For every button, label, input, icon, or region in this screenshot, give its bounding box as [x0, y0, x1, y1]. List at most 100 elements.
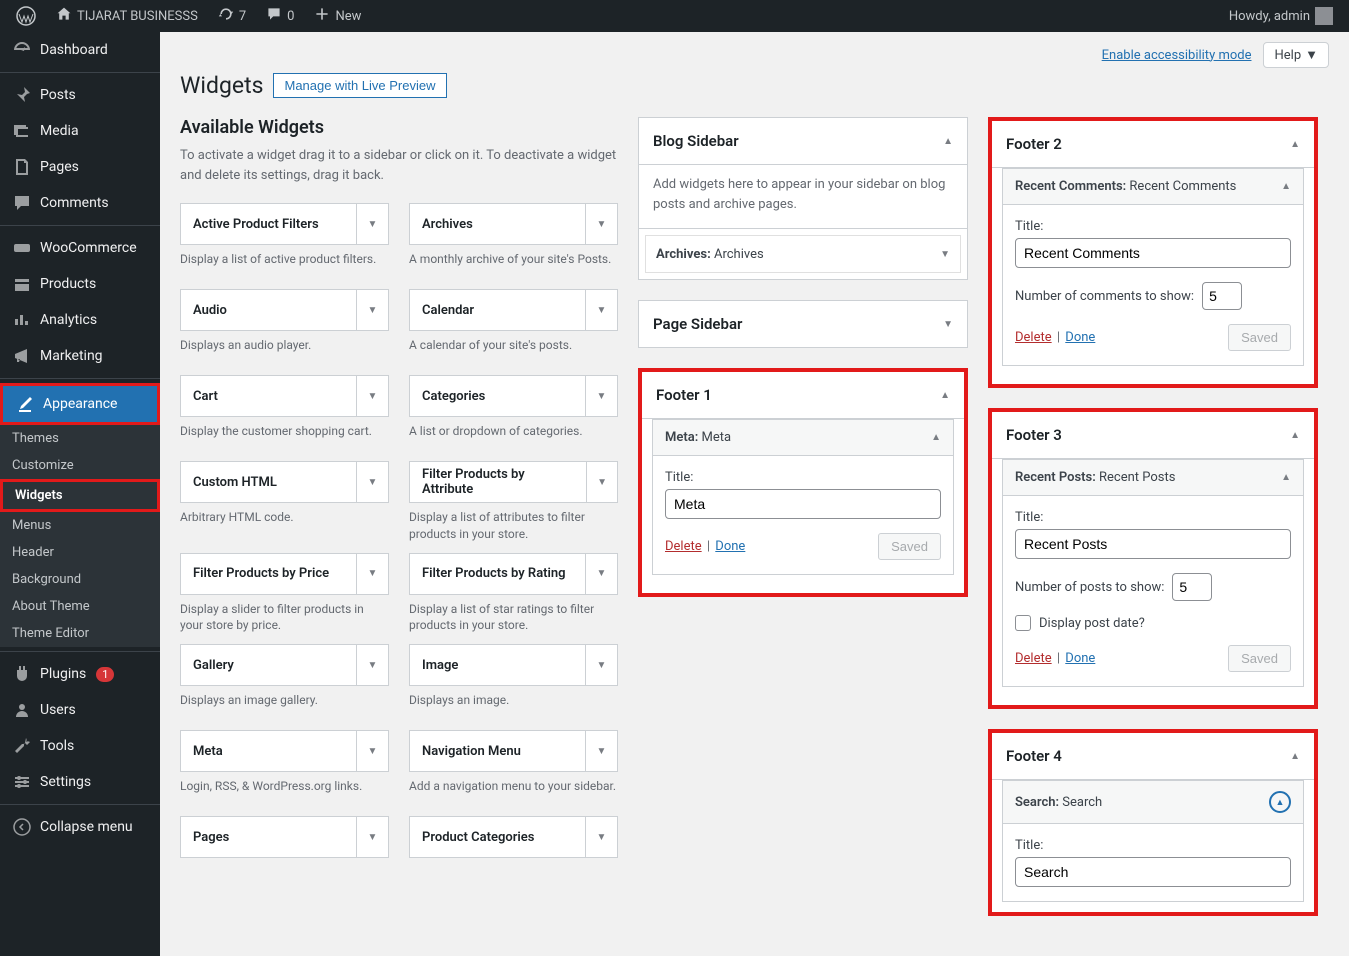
title-input[interactable] — [1015, 857, 1291, 887]
delete-link[interactable]: Delete — [665, 539, 702, 554]
area-header-footer-2[interactable]: Footer 2 ▲ — [992, 121, 1314, 168]
widget-handle[interactable]: Pages▼ — [180, 816, 389, 858]
menu-tools[interactable]: Tools — [0, 728, 160, 764]
widget-handle[interactable]: Filter Products by Attribute▼ — [409, 461, 618, 503]
widget-handle[interactable]: Meta▼ — [180, 730, 389, 772]
menu-products[interactable]: Products — [0, 266, 160, 302]
submenu-about-theme[interactable]: About Theme — [0, 593, 160, 620]
area-header-blog-sidebar[interactable]: Blog Sidebar ▲ — [639, 118, 967, 165]
delete-link[interactable]: Delete — [1015, 651, 1052, 666]
count-input[interactable] — [1202, 282, 1242, 310]
available-widget: Product Categories▼ — [409, 816, 618, 892]
widget-handle[interactable]: Custom HTML▼ — [180, 461, 389, 503]
site-link[interactable]: TIJARAT BUSINESSS — [48, 0, 206, 32]
area-header-footer-4[interactable]: Footer 4 ▲ — [992, 733, 1314, 780]
circle-toggle-icon[interactable]: ▲ — [1269, 791, 1291, 813]
saved-button: Saved — [878, 533, 941, 560]
delete-link[interactable]: Delete — [1015, 330, 1052, 345]
comments-link[interactable]: 0 — [258, 0, 302, 32]
area-header-footer-1[interactable]: Footer 1 ▲ — [642, 372, 964, 419]
area-header-page-sidebar[interactable]: Page Sidebar ▼ — [639, 301, 967, 347]
widget-handle[interactable]: Filter Products by Rating▼ — [409, 553, 618, 595]
widget-handle[interactable]: Cart▼ — [180, 375, 389, 417]
widget-name: Active Product Filters — [181, 217, 331, 232]
menu-analytics[interactable]: Analytics — [0, 302, 160, 338]
menu-posts[interactable]: Posts — [0, 77, 160, 113]
howdy-link[interactable]: Howdy, admin — [1221, 0, 1341, 32]
chevron-up-icon: ▲ — [1290, 751, 1300, 762]
settings-icon — [12, 772, 32, 792]
submenu-widgets[interactable]: Widgets — [3, 482, 157, 509]
menu-plugins[interactable]: Plugins1 — [0, 656, 160, 692]
title-input[interactable] — [665, 489, 941, 519]
chevron-up-icon: ▲ — [943, 136, 953, 147]
title-input[interactable] — [1015, 529, 1291, 559]
widget-handle[interactable]: Calendar▼ — [409, 289, 618, 331]
new-link[interactable]: New — [306, 0, 369, 32]
placed-widget-meta-header[interactable]: Meta: Meta ▲ — [653, 420, 953, 456]
menu-users[interactable]: Users — [0, 692, 160, 728]
count-input[interactable] — [1172, 573, 1212, 601]
widget-handle[interactable]: Navigation Menu▼ — [409, 730, 618, 772]
submenu-themes[interactable]: Themes — [0, 425, 160, 452]
site-name: TIJARAT BUSINESSS — [77, 9, 198, 24]
submenu-theme-editor[interactable]: Theme Editor — [0, 620, 160, 647]
menu-settings[interactable]: Settings — [0, 764, 160, 800]
content: Enable accessibility mode Help▼ Widgets … — [160, 32, 1349, 956]
appearance-icon — [15, 394, 35, 414]
widget-handle[interactable]: Categories▼ — [409, 375, 618, 417]
widget-handle[interactable]: Filter Products by Price▼ — [180, 553, 389, 595]
done-link[interactable]: Done — [715, 539, 745, 554]
adminbar: TIJARAT BUSINESSS 7 0 New Howdy, admin — [0, 0, 1349, 32]
widget-handle[interactable]: Image▼ — [409, 644, 618, 686]
menu-dashboard[interactable]: Dashboard — [0, 32, 160, 68]
menu-pages[interactable]: Pages — [0, 149, 160, 185]
placed-widget-archives[interactable]: Archives: Archives▼ — [645, 235, 961, 273]
placed-widget-recent-comments-header[interactable]: Recent Comments: Recent Comments ▲ — [1003, 169, 1303, 205]
menu-media[interactable]: Media — [0, 113, 160, 149]
live-preview-button[interactable]: Manage with Live Preview — [273, 73, 446, 98]
products-icon — [12, 274, 32, 294]
chevron-down-icon: ▼ — [1305, 47, 1318, 63]
display-date-checkbox[interactable] — [1015, 615, 1031, 631]
chevron-up-icon: ▲ — [1290, 430, 1300, 441]
done-link[interactable]: Done — [1065, 651, 1095, 666]
chevron-down-icon: ▼ — [586, 462, 617, 502]
help-tab[interactable]: Help▼ — [1263, 42, 1329, 68]
submenu-header[interactable]: Header — [0, 539, 160, 566]
widget-handle[interactable]: Archives▼ — [409, 203, 618, 245]
menu-woocommerce[interactable]: WooCommerce — [0, 230, 160, 266]
chevron-up-icon: ▲ — [931, 432, 941, 443]
widget-name: Gallery — [181, 658, 246, 673]
submenu-menus[interactable]: Menus — [0, 512, 160, 539]
home-icon — [56, 6, 72, 26]
menu-collapse[interactable]: Collapse menu — [0, 809, 160, 845]
chevron-down-icon: ▼ — [585, 290, 617, 330]
widget-handle[interactable]: Product Categories▼ — [409, 816, 618, 858]
menu-comments[interactable]: Comments — [0, 185, 160, 221]
area-header-footer-3[interactable]: Footer 3 ▲ — [992, 412, 1314, 459]
placed-widget-recent-posts-header[interactable]: Recent Posts: Recent Posts ▲ — [1003, 460, 1303, 496]
done-link[interactable]: Done — [1065, 330, 1095, 345]
avatar — [1315, 7, 1333, 25]
accessibility-link[interactable]: Enable accessibility mode — [1102, 48, 1252, 63]
widget-name: Cart — [181, 389, 230, 404]
widget-desc: Arbitrary HTML code. — [180, 509, 389, 537]
title-input[interactable] — [1015, 238, 1291, 268]
placed-widget-search-header[interactable]: Search: Search ▲ — [1003, 781, 1303, 824]
widget-handle[interactable]: Active Product Filters▼ — [180, 203, 389, 245]
menu-marketing[interactable]: Marketing — [0, 338, 160, 374]
widget-name: Archives — [410, 217, 485, 232]
wp-logo[interactable] — [8, 0, 44, 32]
submenu-customize[interactable]: Customize — [0, 452, 160, 479]
widget-name: Pages — [181, 830, 241, 845]
menu-appearance[interactable]: Appearance — [3, 386, 157, 422]
updates-link[interactable]: 7 — [210, 0, 254, 32]
widget-handle[interactable]: Gallery▼ — [180, 644, 389, 686]
widget-handle[interactable]: Audio▼ — [180, 289, 389, 331]
available-widget: Archives▼A monthly archive of your site'… — [409, 203, 618, 279]
submenu-background[interactable]: Background — [0, 566, 160, 593]
chevron-up-icon: ▲ — [1290, 139, 1300, 150]
widget-desc: Display a list of active product filters… — [180, 251, 389, 279]
area-footer-3: Footer 3 ▲ Recent Posts: Recent Posts ▲ … — [988, 408, 1318, 709]
